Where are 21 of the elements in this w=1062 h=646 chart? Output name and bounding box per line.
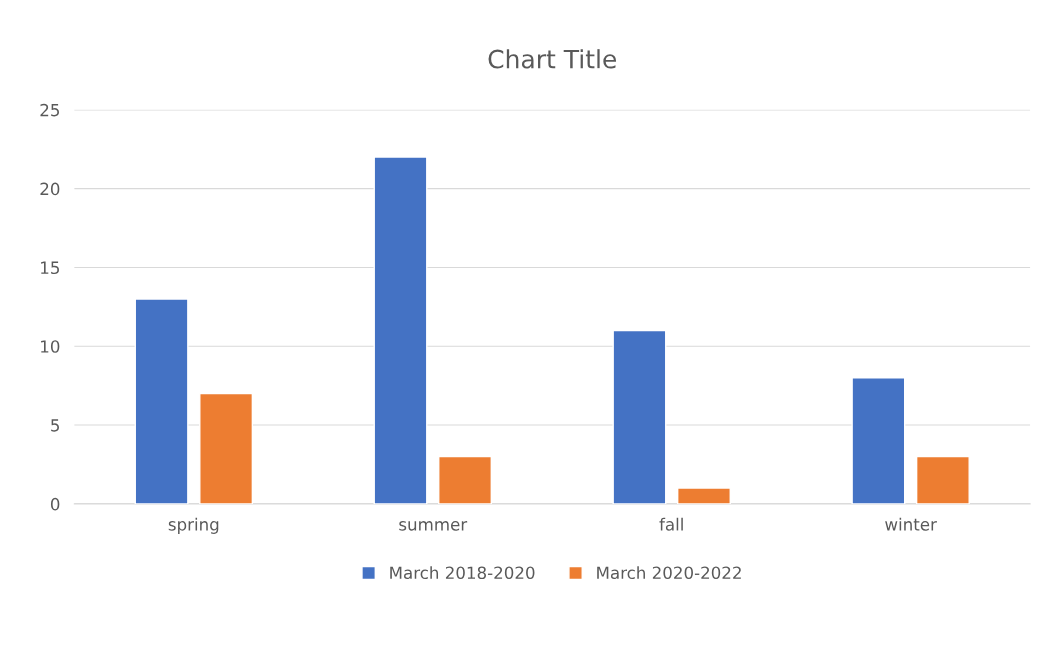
chart-title: Chart Title	[488, 49, 617, 69]
x-tick-label: spring	[168, 517, 219, 534]
y-tick-label: 5	[51, 419, 59, 432]
bar	[915, 455, 970, 504]
bar	[851, 377, 906, 504]
bar	[373, 156, 428, 504]
x-tick-label: winter	[885, 517, 937, 531]
y-tick-label: 25	[40, 103, 59, 117]
bar	[612, 329, 667, 504]
y-tick-label: 15	[41, 261, 59, 275]
bar	[199, 392, 254, 504]
x-tick-label: summer	[399, 521, 468, 531]
bar	[676, 487, 731, 504]
legend-label: March 2018-2020	[390, 566, 535, 580]
y-tick-label: 20	[40, 182, 60, 196]
y-tick-label: 10	[41, 340, 60, 353]
bar	[134, 298, 189, 504]
legend-label: March 2020-2022	[597, 566, 741, 580]
bar	[438, 455, 493, 504]
x-tick-label: fall	[659, 517, 683, 531]
y-tick-label: 0	[50, 497, 60, 511]
